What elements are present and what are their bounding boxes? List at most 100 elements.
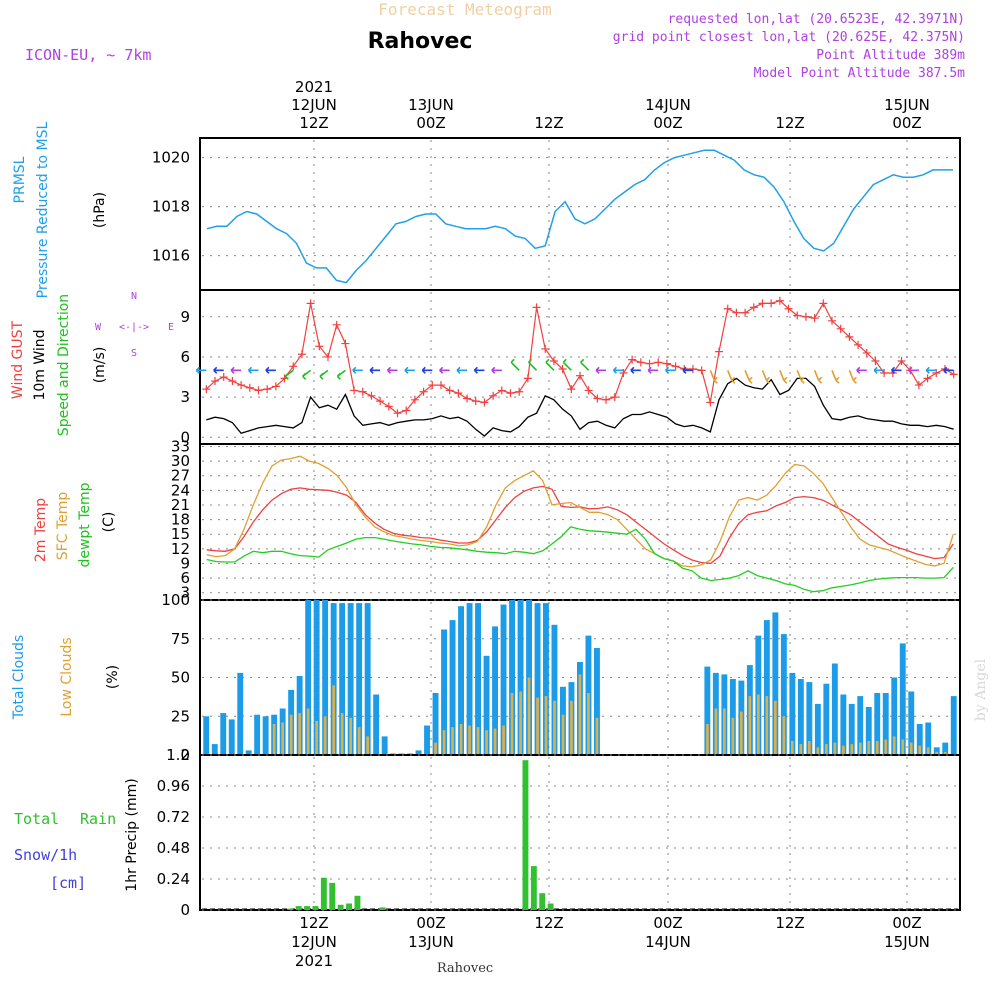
rain-label: Rain: [80, 810, 116, 828]
bottom-time-label: 00Z: [653, 914, 682, 932]
low-cloud-bar: [926, 747, 930, 756]
gust-point: [263, 385, 272, 394]
top-date-label: 12JUN: [291, 96, 337, 114]
low-cloud-bar: [867, 741, 871, 755]
low-cloud-bar: [859, 742, 862, 755]
low-cloud-bar: [901, 739, 905, 755]
gust-point: [628, 355, 637, 364]
low-cloud-bar: [595, 717, 599, 755]
rain-bar: [312, 906, 319, 910]
y-tick-label: 6: [180, 348, 190, 366]
gust-point: [376, 397, 385, 406]
wind-barb: [744, 370, 753, 384]
rain-bar: [337, 904, 344, 910]
gust-point: [845, 332, 854, 341]
wind-barb: [761, 370, 771, 384]
low-cloud-bar: [366, 736, 369, 755]
low-cloud-bar: [434, 742, 437, 755]
low-cloud-bar: [740, 711, 743, 755]
y-tick-label: 21: [171, 496, 190, 514]
gust-point: [471, 397, 480, 406]
low-cloud-bar: [578, 674, 582, 755]
top-time-label: 00Z: [416, 114, 445, 132]
total-cloud-bar: [475, 603, 481, 755]
bottom-time-label: 12Z: [299, 914, 328, 932]
gust-point: [271, 382, 280, 391]
rain-bar: [287, 908, 294, 910]
total-cloud-bar: [831, 663, 838, 755]
total-cloud-bar: [823, 683, 830, 755]
low-cloud-bar: [757, 694, 760, 755]
total-cloud-bar: [254, 714, 261, 755]
prmsl-unit-label: (hPa): [92, 192, 108, 228]
gust-point: [576, 371, 584, 380]
rain-bar: [379, 907, 386, 910]
total-cloud-bar: [483, 655, 490, 755]
total-cloud-bar: [517, 600, 524, 755]
gust-point: [506, 389, 515, 398]
total-cloud-bar: [797, 679, 804, 755]
wind-barb: [473, 366, 485, 374]
top-date-label: 15JUN: [884, 96, 930, 114]
requested-coords: requested lon,lat (20.6523E, 42.3971N): [668, 12, 965, 27]
gust-label: Wind GUST: [10, 320, 26, 399]
wind-barb: [580, 358, 590, 371]
gust-point: [332, 320, 341, 329]
low-cloud-bar: [536, 697, 539, 755]
gust-point: [654, 358, 663, 367]
gust-point: [341, 339, 350, 348]
total-cloud-bar: [313, 600, 320, 755]
total-cloud-bar: [492, 626, 498, 755]
bottom-time-label: 12Z: [775, 914, 804, 932]
low-cloud-bar: [493, 728, 497, 755]
low-cloud-bar: [527, 677, 531, 755]
gust-point: [306, 299, 315, 308]
low-cloud-bar: [315, 720, 318, 755]
total-cloud-bar: [865, 707, 872, 755]
y-tick-label: 0: [180, 746, 190, 764]
low-cloud-bar: [561, 714, 565, 755]
wind-barb: [247, 366, 259, 374]
wind-barb: [456, 366, 468, 374]
top-time-label: 00Z: [653, 114, 682, 132]
y-tick-label: 30: [171, 452, 190, 470]
low-cloud-bar: [510, 693, 514, 755]
gust-point: [758, 299, 767, 308]
rain-bar: [346, 903, 352, 910]
top-time-label: 12Z: [534, 114, 563, 132]
wind-barb: [612, 366, 624, 374]
sfc-temp-line: [206, 455, 954, 568]
top-time-label: 12Z: [775, 114, 804, 132]
total-cloud-bar: [908, 691, 915, 755]
total-cloud-bar: [534, 603, 541, 755]
wind-unit-label: (m/s): [92, 347, 108, 384]
gust-point: [645, 359, 654, 368]
total-cloud-bar: [925, 722, 932, 755]
total-cloud-bar: [874, 693, 881, 755]
rain-bar: [530, 866, 537, 910]
compass-arrow: <-|->: [119, 322, 149, 333]
total-cloud-bar: [211, 744, 218, 755]
low-cloud-bar: [935, 751, 939, 755]
gust-point: [697, 366, 706, 375]
rain-bar: [329, 882, 336, 910]
gust-point: [836, 324, 845, 333]
total-cloud-bar: [347, 603, 354, 755]
gust-point: [541, 344, 550, 353]
y-tick-label: 0.48: [157, 839, 190, 857]
total-cloud-bar: [381, 736, 388, 755]
gust-point: [237, 381, 246, 390]
total-cloud-bar: [950, 696, 957, 755]
wind-barb: [336, 369, 346, 380]
rain-bar: [539, 893, 546, 910]
y-tick-label: 0.96: [157, 777, 190, 795]
y-tick-label: 100: [161, 591, 190, 609]
low-cloud-bar: [875, 741, 879, 755]
wind-barb: [284, 369, 294, 380]
gust-point: [315, 342, 324, 351]
total-cloud-bar: [228, 719, 235, 755]
y-tick-label: 75: [171, 630, 190, 648]
temp2m-line: [206, 485, 954, 565]
wind-dir-label: Speed and Direction: [56, 294, 72, 436]
